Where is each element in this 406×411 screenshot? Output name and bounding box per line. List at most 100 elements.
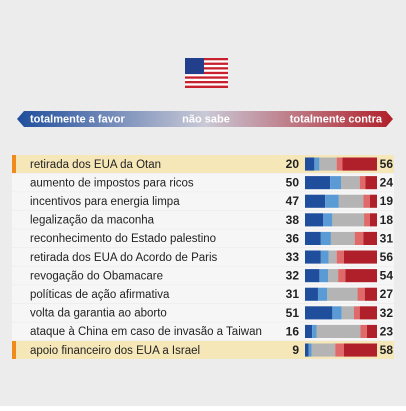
against-total: 18 [380, 213, 394, 227]
category-label: reconhecimento do Estado palestino [30, 233, 216, 245]
bar-segment [343, 250, 377, 264]
bar-segment [357, 287, 365, 301]
category-label: revogação do Obamacare [30, 270, 163, 282]
bar-segment [335, 343, 344, 357]
bar-segment [305, 231, 321, 245]
scale-label: totalmente contra [290, 113, 383, 125]
row-background [12, 303, 394, 322]
bar-segment [365, 176, 377, 190]
favor-total: 50 [286, 176, 300, 190]
bar-segment [320, 231, 331, 245]
bar-segment [364, 287, 377, 301]
scale-arrow [17, 111, 393, 127]
bar-segment [305, 213, 323, 227]
category-label: ataque à China em caso de invasão a Taiw… [30, 326, 262, 338]
row-background [12, 229, 394, 248]
bar-segment [328, 250, 337, 264]
against-total: 58 [380, 343, 394, 357]
bar-segment [330, 176, 341, 190]
bar-segment [369, 213, 377, 227]
bar-segment [338, 269, 346, 283]
bar-segment [366, 324, 377, 338]
bar-segment [328, 269, 339, 283]
against-total: 32 [380, 306, 394, 320]
bar-segment [305, 269, 320, 283]
against-total: 31 [380, 231, 394, 245]
bar-segment [341, 176, 360, 190]
category-label: retirada dos EUA da Otan [30, 159, 161, 171]
row-background [12, 341, 394, 359]
favor-total: 36 [286, 231, 300, 245]
bar-segment [320, 250, 329, 264]
bar-segment [305, 306, 333, 320]
row-background [12, 192, 394, 211]
bar-segment [316, 324, 361, 338]
flag [185, 58, 228, 88]
bar-segment [363, 194, 370, 208]
bar-segment [319, 269, 329, 283]
bar-segment [305, 287, 318, 301]
highlight-marker [12, 155, 16, 173]
favor-total: 33 [286, 250, 300, 264]
favor-total: 51 [286, 306, 300, 320]
bar-segment [369, 194, 377, 208]
category-label: retirada dos EUA do Acordo de Paris [30, 252, 218, 264]
bar-segment [327, 287, 358, 301]
bar-segment [305, 176, 331, 190]
bar-segment [341, 306, 354, 320]
bar-segment [305, 343, 309, 357]
against-total: 56 [380, 157, 394, 171]
against-total: 56 [380, 250, 394, 264]
bar-segment [343, 343, 377, 357]
category-label: políticas de ação afirmativa [30, 289, 170, 301]
against-total: 19 [380, 194, 394, 208]
row-background [12, 266, 394, 285]
bar-segment [332, 213, 365, 227]
row-background [12, 248, 394, 266]
bar-segment [338, 194, 364, 208]
highlight-marker [12, 341, 16, 359]
scale-label: não sabe [182, 113, 230, 125]
favor-total: 9 [292, 343, 299, 357]
favor-total: 47 [286, 194, 300, 208]
bar-segment [325, 194, 339, 208]
bar-segment [354, 231, 364, 245]
favor-total: 16 [286, 324, 300, 338]
bar-segment [363, 231, 377, 245]
against-total: 23 [380, 324, 394, 338]
against-total: 24 [380, 176, 394, 190]
bar-segment [330, 231, 355, 245]
bar-segment [364, 213, 370, 227]
category-label: legalização da maconha [30, 215, 155, 227]
bar-segment [317, 287, 328, 301]
bar-segment [312, 324, 317, 338]
bar-segment [311, 343, 336, 357]
against-total: 27 [380, 287, 394, 301]
bar-segment [342, 157, 377, 171]
bar-segment [305, 194, 326, 208]
bar-segment [319, 157, 337, 171]
bar-segment [336, 250, 344, 264]
bar-segment [360, 324, 367, 338]
favor-total: 32 [286, 269, 300, 283]
bar-segment [336, 157, 343, 171]
bar-segment [305, 157, 315, 171]
scale-label: totalmente a favor [30, 113, 125, 125]
bar-segment [359, 176, 366, 190]
bar-segment [323, 213, 333, 227]
favor-total: 20 [286, 157, 300, 171]
category-label: aumento de impostos para ricos [30, 177, 194, 189]
bar-segment [359, 306, 377, 320]
against-total: 54 [380, 269, 394, 283]
bar-segment [308, 343, 312, 357]
bar-segment [332, 306, 342, 320]
bar-segment [305, 250, 321, 264]
category-label: volta da garantia ao aborto [30, 308, 167, 320]
row-background [12, 285, 394, 304]
category-label: incentivos para energia limpa [30, 196, 180, 208]
bar-segment [305, 324, 313, 338]
row-background [12, 173, 394, 192]
row-background [12, 210, 394, 229]
bar-segment [345, 269, 377, 283]
